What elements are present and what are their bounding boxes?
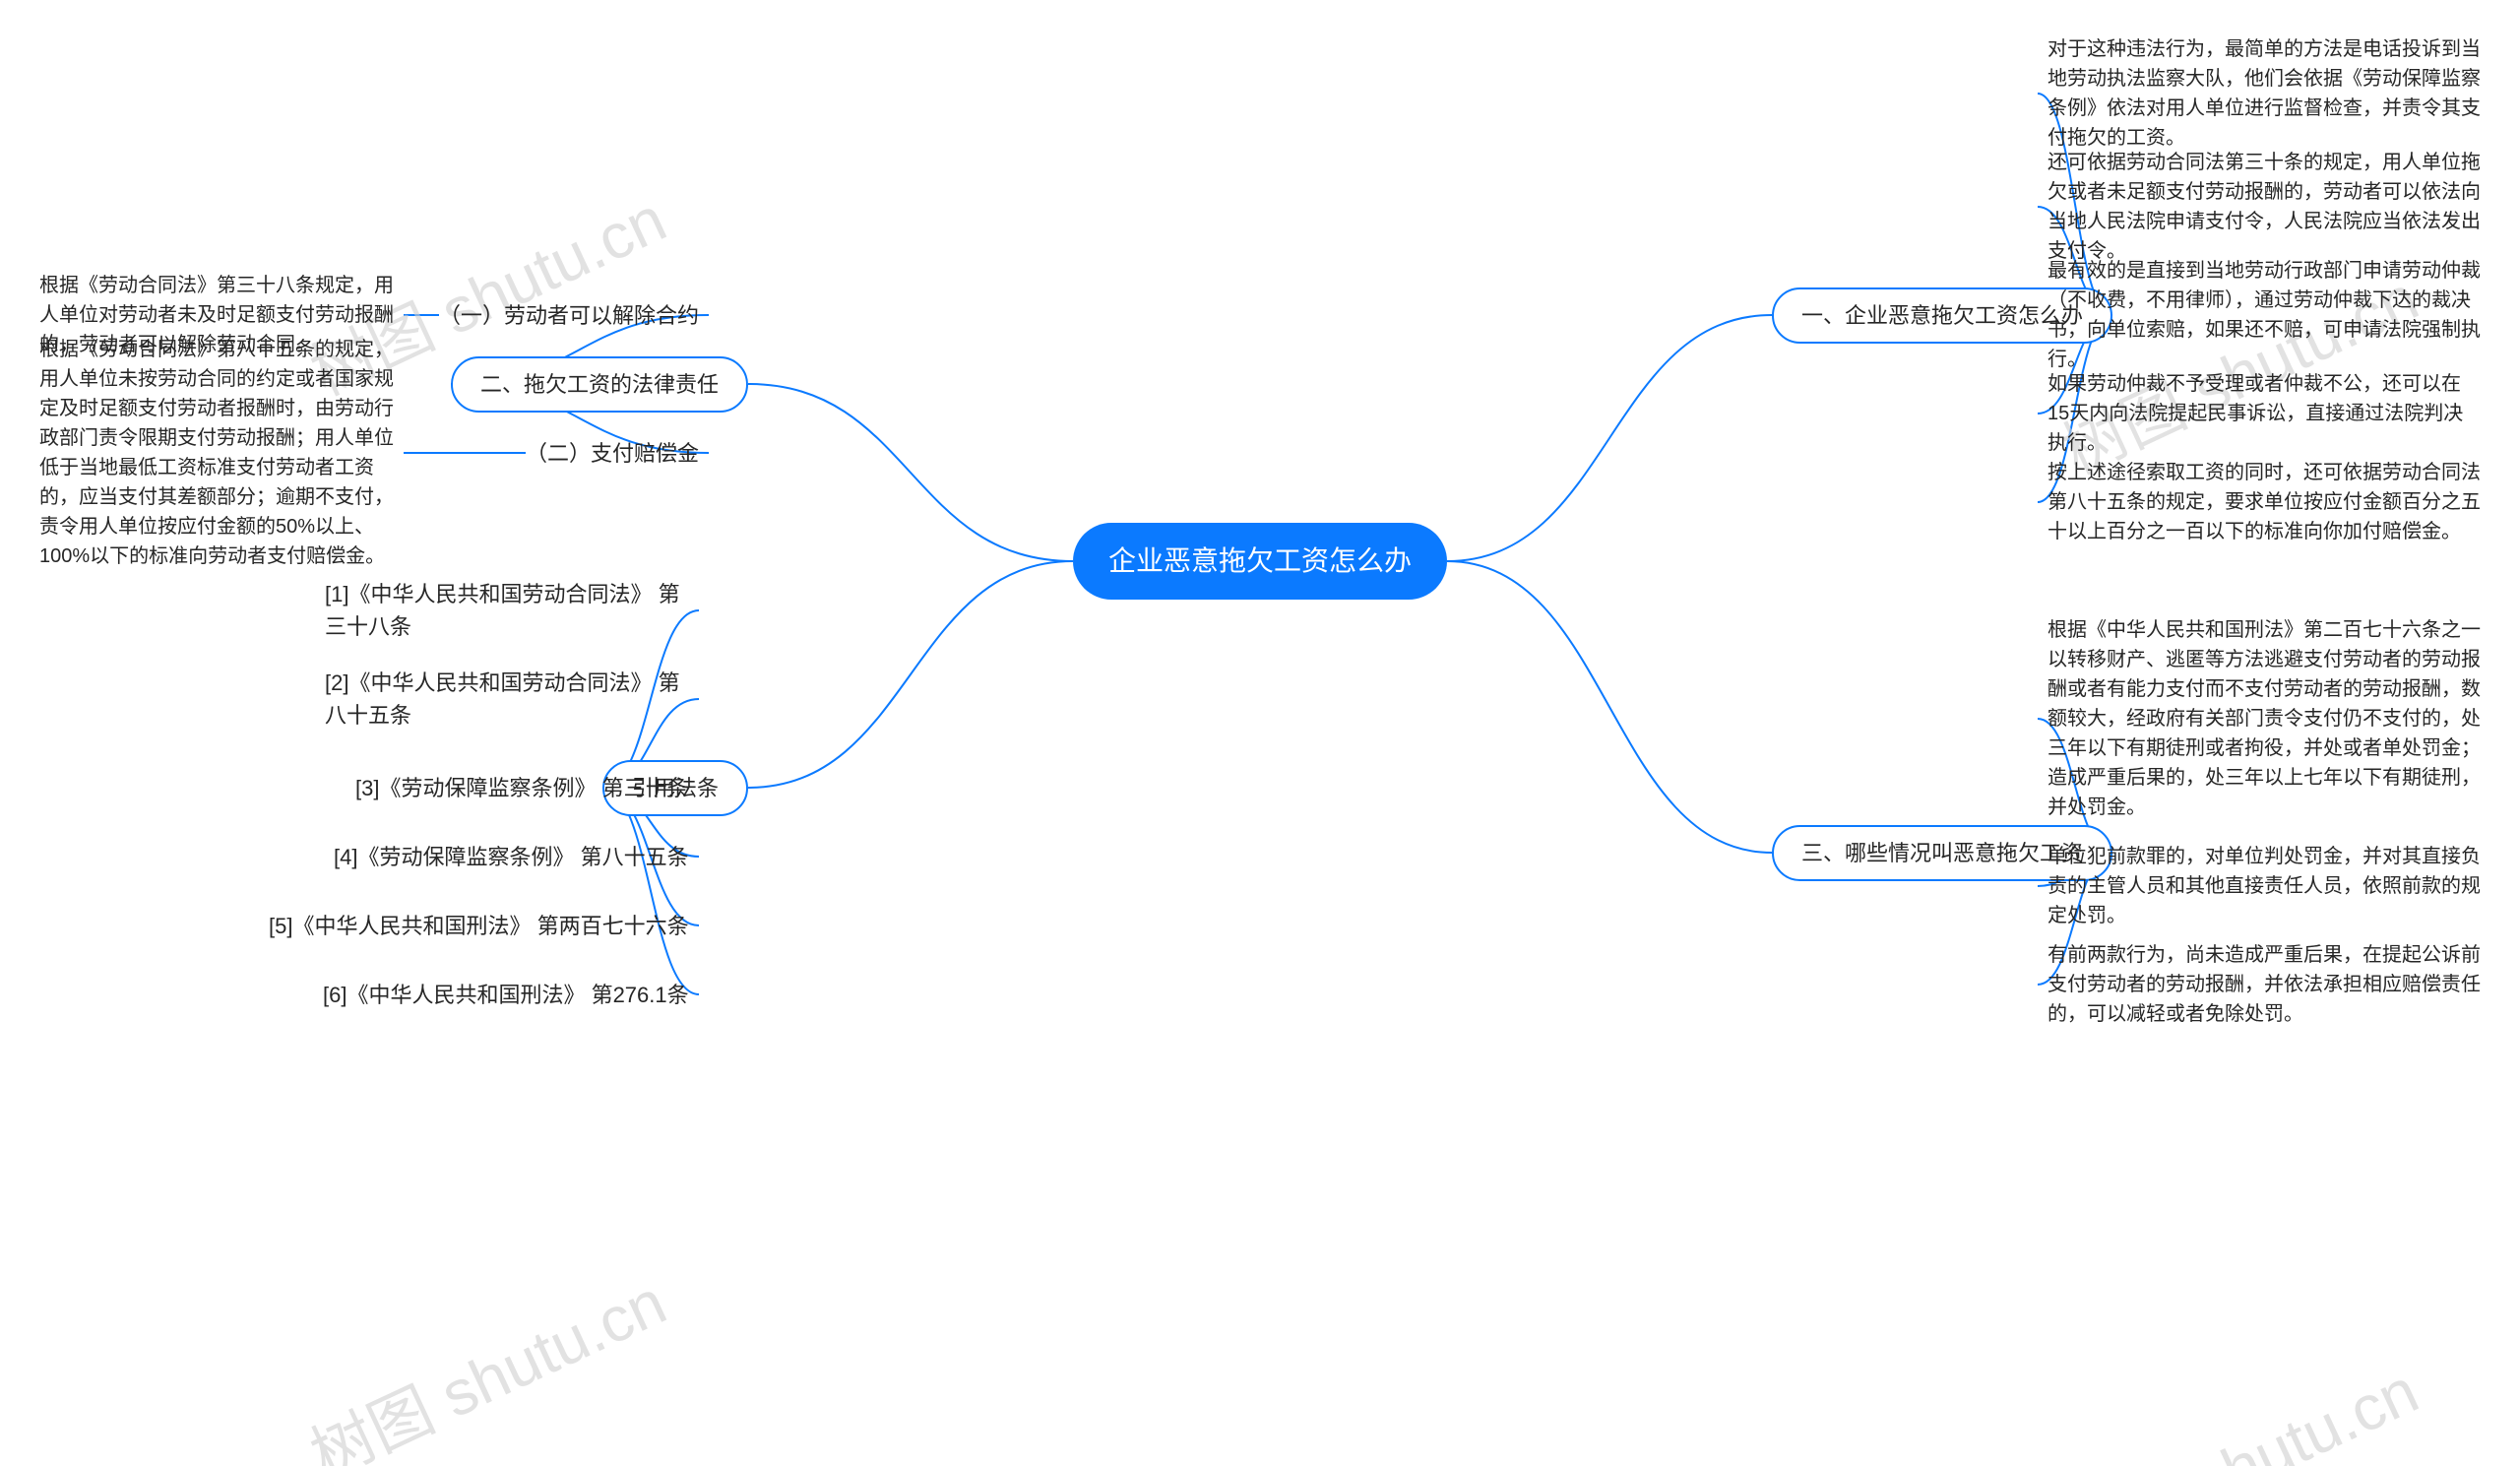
branch-2-sub: （一）劳动者可以解除合约: [439, 299, 699, 332]
branch-1-leaf: 按上述途径索取工资的同时，还可依据劳动合同法第八十五条的规定，要求单位按应付金额…: [2048, 458, 2481, 546]
branch-2-sub: （二）支付赔偿金: [526, 437, 699, 470]
branch-3-leaf: 根据《中华人民共和国刑法》第二百七十六条之一以转移财产、逃匿等方法逃避支付劳动者…: [2048, 615, 2481, 822]
center-topic: 企业恶意拖欠工资怎么办: [1073, 523, 1447, 600]
branch-4-sub: [2]《中华人民共和国劳动合同法》 第八十五条: [325, 667, 689, 732]
branch-3-leaf: 有前两款行为，尚未造成严重后果，在提起公诉前支付劳动者的劳动报酬，并依法承担相应…: [2048, 940, 2481, 1029]
branch-3-leaf: 单位犯前款罪的，对单位判处罚金，并对其直接负责的主管人员和其他直接责任人员，依照…: [2048, 842, 2481, 930]
branch-1-leaf: 如果劳动仲裁不予受理或者仲裁不公，还可以在15天内向法院提起民事诉讼，直接通过法…: [2048, 369, 2481, 458]
watermark: 树图 shutu.cn: [294, 1252, 678, 1466]
branch-2: 二、拖欠工资的法律责任: [451, 356, 748, 413]
branch-4-sub: [6]《中华人民共和国刑法》 第276.1条: [323, 979, 689, 1011]
branch-1-leaf: 对于这种违法行为，最简单的方法是电话投诉到当地劳动执法监察大队，他们会依据《劳动…: [2048, 34, 2481, 153]
branch-4-sub: [1]《中华人民共和国劳动合同法》 第三十八条: [325, 578, 689, 643]
branch-4-sub: [3]《劳动保障监察条例》 第三十条: [355, 772, 689, 804]
branch-2-leaf: 根据《劳动合同法》第八十五条的规定，用人单位未按劳动合同的约定或者国家规定及时足…: [39, 335, 394, 571]
branch-4-sub: [4]《劳动保障监察条例》 第八十五条: [334, 841, 689, 873]
watermark: 树图 shutu.cn: [2047, 1341, 2430, 1466]
branch-1-leaf: 还可依据劳动合同法第三十条的规定，用人单位拖欠或者未足额支付劳动报酬的，劳动者可…: [2048, 148, 2481, 266]
branch-4-sub: [5]《中华人民共和国刑法》 第两百七十六条: [269, 910, 689, 942]
branch-1-leaf: 最有效的是直接到当地劳动行政部门申请劳动仲裁（不收费，不用律师），通过劳动仲裁下…: [2048, 256, 2481, 374]
